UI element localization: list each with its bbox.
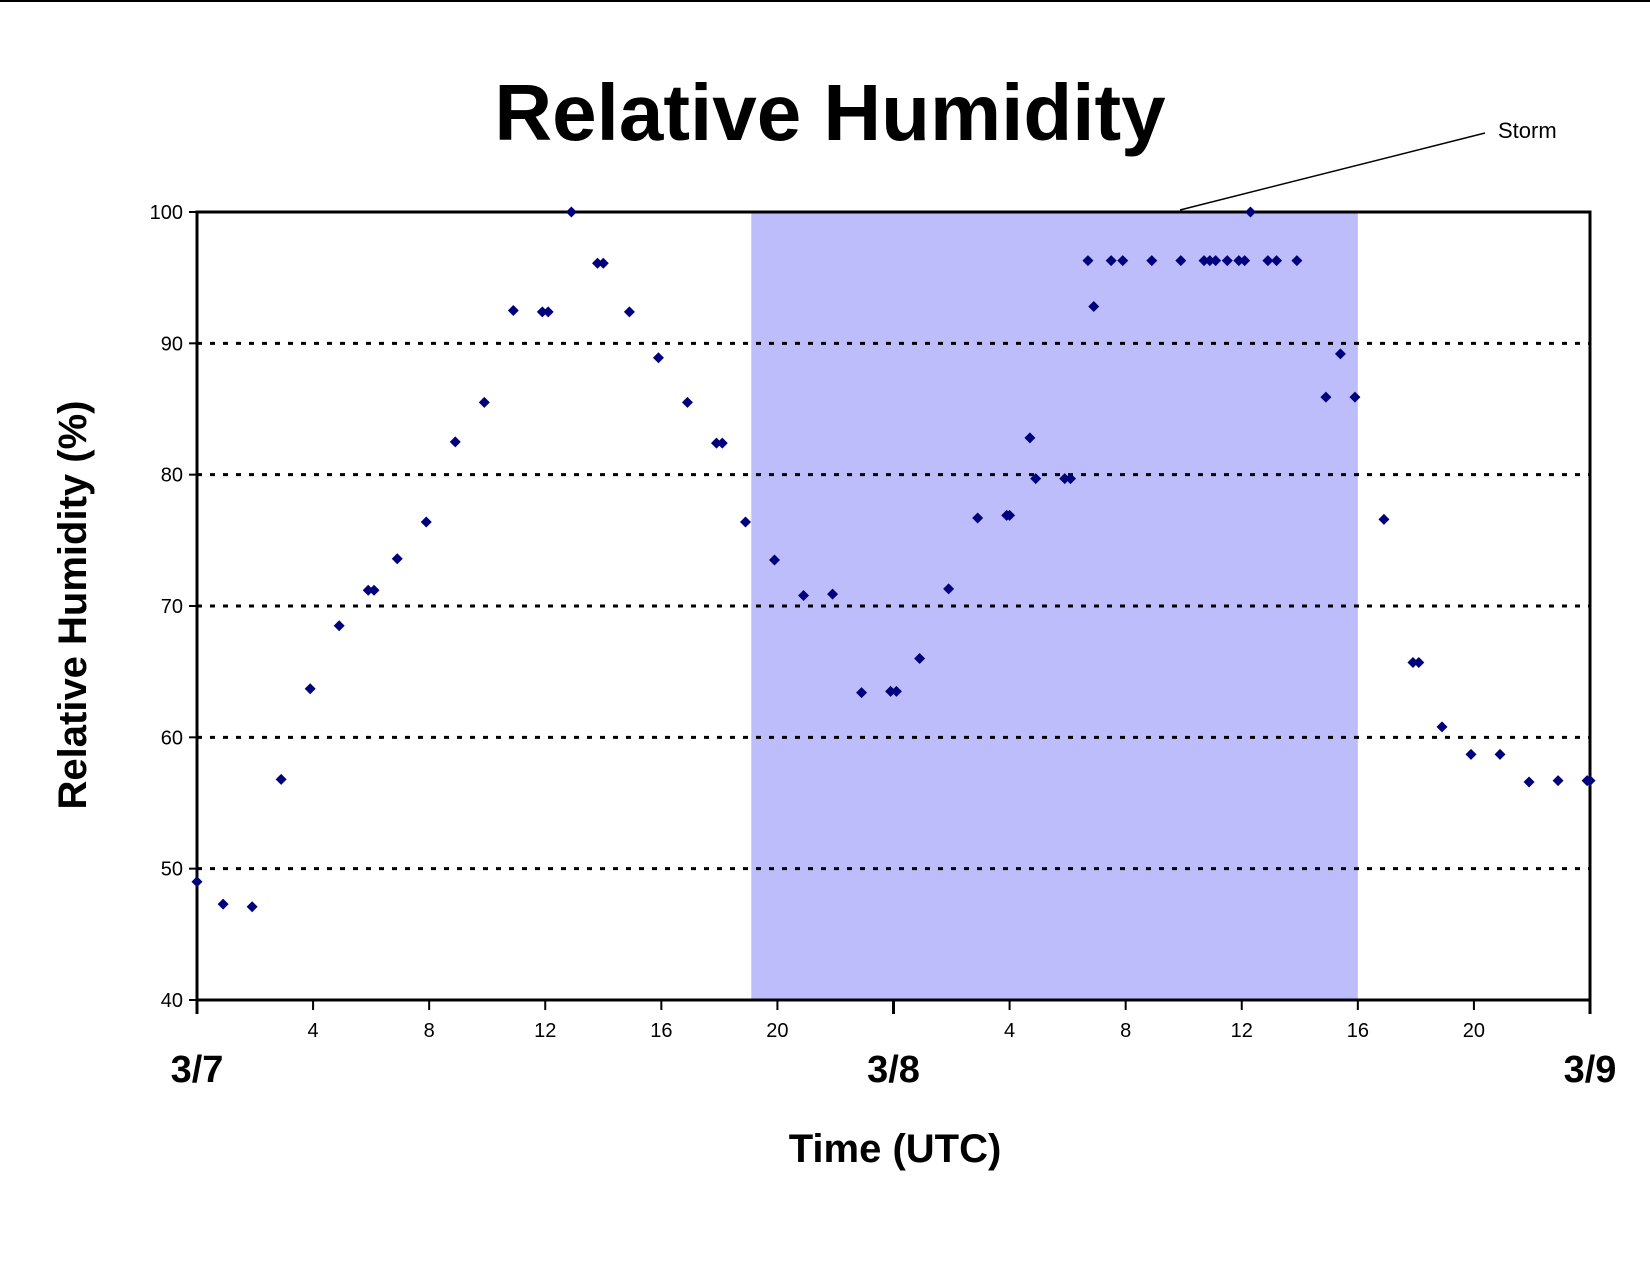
- x-tick-label-4: 20: [766, 1020, 788, 1042]
- x-tick-label-2: 12: [534, 1020, 556, 1042]
- data-point-51: [1244, 206, 1256, 218]
- y-tick-label-80: 80: [161, 465, 183, 487]
- data-point-56: [1334, 348, 1346, 360]
- data-point-37: [1059, 473, 1071, 485]
- storm-shaded-region: [751, 212, 1358, 1000]
- data-point-13: [536, 306, 548, 318]
- data-point-19: [652, 352, 664, 364]
- day-label-2: 3/9: [1564, 1049, 1617, 1091]
- data-point-25: [798, 589, 810, 601]
- data-point-7: [368, 584, 380, 596]
- day-labels: 3/7 3/8 3/9: [171, 1000, 1617, 1091]
- data-point-16: [591, 257, 603, 269]
- data-point-32: [972, 512, 984, 524]
- data-point-26: [827, 588, 839, 600]
- data-point-34: [1004, 509, 1016, 521]
- data-point-3: [275, 773, 287, 785]
- storm-annotation-leader-line: [1179, 132, 1486, 211]
- data-points: [191, 206, 1596, 913]
- y-tick-label-100: 100: [150, 202, 183, 224]
- x-tick-label-6: 8: [1120, 1020, 1131, 1042]
- x-axis-ticks: 4 8 12 16 20 4 8 12 16 20: [308, 1000, 1485, 1042]
- data-point-62: [1465, 748, 1477, 760]
- y-tick-label-70: 70: [161, 596, 183, 618]
- data-point-14: [542, 306, 554, 318]
- data-point-22: [716, 437, 728, 449]
- data-point-49: [1233, 255, 1245, 267]
- data-point-24: [769, 554, 781, 566]
- data-point-31: [943, 583, 955, 595]
- data-point-21: [710, 437, 722, 449]
- data-point-35: [1024, 432, 1036, 444]
- data-point-43: [1146, 255, 1158, 267]
- y-tick-label-90: 90: [161, 333, 183, 355]
- data-point-64: [1523, 776, 1535, 788]
- data-point-59: [1407, 656, 1419, 668]
- y-tick-label-60: 60: [161, 727, 183, 749]
- data-point-67: [1584, 775, 1596, 787]
- data-point-29: [890, 685, 902, 697]
- data-point-40: [1088, 301, 1100, 313]
- data-point-11: [478, 396, 490, 408]
- y-tick-label-50: 50: [161, 859, 183, 881]
- data-point-8: [391, 553, 403, 565]
- data-point-57: [1349, 391, 1361, 403]
- data-point-63: [1494, 748, 1506, 760]
- data-point-9: [420, 516, 432, 528]
- data-point-55: [1320, 391, 1332, 403]
- x-axis-label: Time (UTC): [789, 1127, 1002, 1171]
- data-point-23: [739, 516, 751, 528]
- data-point-52: [1262, 255, 1274, 267]
- data-point-47: [1210, 255, 1222, 267]
- day-label-0: 3/7: [171, 1049, 224, 1091]
- data-point-17: [597, 257, 609, 269]
- x-tick-label-0: 4: [308, 1020, 319, 1042]
- data-point-12: [507, 305, 519, 316]
- x-tick-label-1: 8: [424, 1020, 435, 1042]
- data-point-1: [217, 898, 229, 910]
- y-axis-label: Relative Humidity (%): [51, 401, 95, 810]
- data-point-48: [1221, 255, 1233, 267]
- data-point-27: [856, 687, 868, 699]
- gridlines: [197, 341, 1590, 871]
- data-point-10: [449, 436, 461, 448]
- data-point-65: [1552, 775, 1564, 787]
- data-point-60: [1413, 656, 1425, 668]
- data-point-44: [1175, 255, 1187, 267]
- x-tick-label-3: 16: [650, 1020, 672, 1042]
- data-point-36: [1030, 473, 1042, 485]
- data-point-39: [1082, 255, 1094, 267]
- day-label-1: 3/8: [867, 1049, 920, 1091]
- data-point-45: [1198, 255, 1210, 267]
- data-point-18: [623, 306, 635, 318]
- data-point-28: [885, 685, 897, 697]
- data-point-53: [1271, 255, 1283, 267]
- data-point-50: [1239, 255, 1251, 267]
- x-tick-label-7: 12: [1231, 1020, 1253, 1042]
- data-point-54: [1291, 255, 1303, 267]
- data-point-38: [1065, 473, 1077, 485]
- data-point-5: [333, 620, 345, 632]
- data-point-2: [246, 901, 258, 913]
- data-point-58: [1378, 513, 1390, 525]
- storm-annotation: Storm: [1498, 118, 1557, 143]
- chart-title: Relative Humidity: [494, 68, 1166, 157]
- data-point-42: [1117, 255, 1129, 267]
- data-point-4: [304, 683, 316, 695]
- x-tick-label-9: 20: [1463, 1020, 1485, 1042]
- data-point-30: [914, 653, 926, 665]
- data-point-6: [362, 584, 374, 596]
- data-point-61: [1436, 721, 1448, 733]
- data-point-41: [1105, 255, 1117, 267]
- data-point-20: [681, 396, 693, 408]
- data-point-46: [1204, 255, 1216, 267]
- data-point-0: [191, 876, 203, 888]
- y-axis-ticks: 40 50 60 70 80 90 100: [150, 202, 197, 1012]
- data-point-15: [565, 206, 577, 218]
- x-tick-label-8: 16: [1347, 1020, 1369, 1042]
- x-tick-label-5: 4: [1004, 1020, 1015, 1042]
- y-tick-label-40: 40: [161, 990, 183, 1012]
